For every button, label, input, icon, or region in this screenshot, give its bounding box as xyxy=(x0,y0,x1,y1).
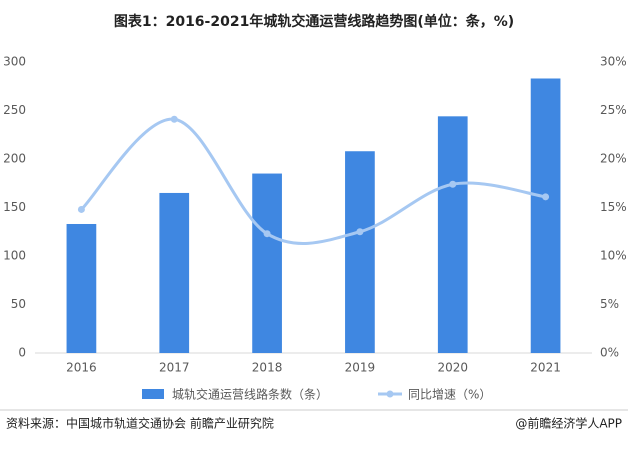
bar xyxy=(252,173,282,353)
legend-label: 同比增速（%） xyxy=(408,388,491,402)
y2-tick-label: 5% xyxy=(600,297,619,311)
x-tick-label: 2020 xyxy=(437,361,468,375)
y-tick-label: 250 xyxy=(3,103,26,117)
line-marker xyxy=(449,180,457,188)
credit: @前瞻经济学人APP xyxy=(515,416,622,431)
chart-title: 图表1：2016-2021年城轨交通运营线路趋势图(单位：条，%) xyxy=(114,13,514,30)
y2-tick-label: 0% xyxy=(600,346,619,360)
bar xyxy=(159,192,190,353)
legend-swatch xyxy=(386,390,394,398)
legend-swatch xyxy=(142,389,164,399)
y2-tick-label: 10% xyxy=(600,249,627,263)
x-tick-label: 2021 xyxy=(530,361,561,375)
line-marker xyxy=(170,115,178,123)
source: 资料来源：中国城市轨道交通协会 前瞻产业研究院 xyxy=(6,416,274,431)
x-tick-label: 2016 xyxy=(66,361,97,375)
line-marker xyxy=(77,205,85,213)
bar xyxy=(66,223,97,353)
y-tick-label: 100 xyxy=(3,249,26,263)
bar xyxy=(437,116,468,353)
y2-tick-label: 15% xyxy=(600,200,627,214)
y-tick-label: 150 xyxy=(3,200,26,214)
line-marker xyxy=(356,228,364,236)
x-tick-label: 2017 xyxy=(159,361,190,375)
y-tick-label: 200 xyxy=(3,152,26,166)
y2-tick-label: 30% xyxy=(600,55,627,69)
x-tick-label: 2019 xyxy=(345,361,376,375)
y-tick-label: 300 xyxy=(3,55,26,69)
line xyxy=(80,117,546,245)
y-tick-label: 50 xyxy=(11,297,26,311)
bar xyxy=(530,78,561,354)
line-marker xyxy=(263,230,271,238)
y2-tick-label: 25% xyxy=(600,103,627,117)
y-tick-label: 0 xyxy=(18,346,26,360)
y2-tick-label: 20% xyxy=(600,152,627,166)
line-marker xyxy=(542,193,550,201)
x-tick-label: 2018 xyxy=(252,361,283,375)
legend-label: 城轨交通运营线路条数（条） xyxy=(172,387,328,402)
bar xyxy=(345,151,375,353)
